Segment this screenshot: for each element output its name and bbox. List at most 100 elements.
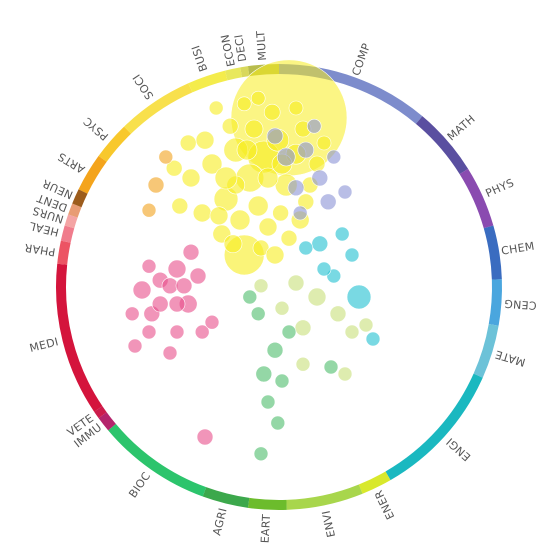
ring-label-eart: EART (259, 514, 274, 544)
bubble-soc (214, 166, 238, 190)
bubble-cyan (334, 226, 350, 242)
bubble-blue (292, 205, 308, 221)
ring-segment-engi (385, 373, 483, 481)
bubble-soc (192, 203, 212, 223)
bubble-blue (297, 141, 315, 159)
ring-label-mult: MULT (254, 30, 269, 61)
bubble-soc (179, 134, 197, 152)
bubble-green (274, 373, 290, 389)
ring-label-envi: ENVI (320, 509, 338, 538)
bubble-pink (168, 295, 186, 313)
bubble-points (124, 59, 381, 462)
bubble-orange (147, 176, 165, 194)
bubble-pink (196, 428, 214, 446)
ring-segment-neur (72, 189, 88, 208)
ring-segment-phys (459, 168, 494, 229)
bubble-lgreen (295, 356, 311, 372)
bubble-soc (201, 153, 223, 175)
bubble-green (250, 306, 266, 322)
ring-segment-envi (286, 484, 363, 510)
ring-segment-dent (68, 203, 82, 218)
bubble-pink (175, 277, 193, 295)
bubble-soc (308, 155, 326, 173)
bubble-green (270, 415, 286, 431)
bubble-blue (319, 193, 337, 211)
ring-segment-econ (225, 67, 243, 81)
bubble-lgreen (287, 274, 305, 292)
ring-segment-heal (60, 225, 75, 243)
ring-segment-agri (202, 487, 250, 508)
bubble-green (281, 324, 297, 340)
bubble-soc (263, 103, 281, 121)
ring-segment-math (415, 116, 469, 175)
bubble-pink (182, 243, 200, 261)
ring-label-psyc: PSYC (81, 114, 111, 143)
bubble-soc (209, 206, 229, 226)
bubble-pink (124, 306, 140, 322)
bubble-blue (287, 179, 305, 197)
bubble-green (253, 446, 269, 462)
bubble-soc (195, 130, 215, 150)
ring-segment-immu (98, 412, 116, 431)
bubble-blue (276, 147, 296, 167)
ring-label-mate: MATE (494, 347, 527, 369)
ring-label-comp: COMP (349, 41, 373, 77)
ring-segment-vete (94, 406, 107, 419)
bubble-pink (132, 280, 152, 300)
bubble-green (242, 289, 258, 305)
bubble-soc (229, 209, 251, 231)
ring-label-deci: DECI (232, 33, 249, 62)
bubble-cyan (346, 284, 372, 310)
bubble-soc (221, 117, 239, 135)
bubble-cyan (344, 247, 360, 263)
bubble-pink (141, 258, 157, 274)
bubble-pink (151, 295, 169, 313)
bubble-lgreen (329, 305, 347, 323)
bubble-soc (257, 167, 279, 189)
ring-segment-bioc (108, 423, 207, 497)
category-ring (56, 64, 502, 510)
bubble-pink (162, 345, 178, 361)
bubble-lgreen (274, 300, 290, 316)
bubble-soc (171, 197, 189, 215)
bubble-soc (250, 90, 266, 106)
bubble-blue (311, 169, 329, 187)
bubble-blue (266, 127, 284, 145)
bubble-soc (258, 217, 278, 237)
bubble-pink (169, 324, 185, 340)
bubble-soc (236, 139, 258, 161)
ring-segment-eart (247, 497, 287, 510)
bubble-blue (306, 118, 322, 134)
bubble-soc (280, 229, 298, 247)
bubble-pink (194, 324, 210, 340)
ring-segment-chem (483, 225, 502, 280)
bubble-orange (141, 202, 157, 218)
ring-label-ceng: CENG (504, 297, 537, 312)
ring-segment-psyc (98, 126, 132, 162)
ring-label-busi: BUSI (189, 43, 210, 73)
bubble-lgreen (358, 317, 374, 333)
bubble-soc (265, 245, 285, 265)
bubble-soc (236, 96, 252, 112)
bubble-blue (337, 184, 353, 200)
ring-label-bioc: BIOC (126, 470, 153, 501)
bubble-cyan (365, 331, 381, 347)
ring-segment-ceng (488, 279, 502, 326)
ring-segment-soci (124, 83, 193, 134)
ring-label-agri: AGRI (210, 507, 229, 537)
bubble-pink (127, 338, 143, 354)
ring-segment-ener (358, 471, 391, 494)
bubble-lgreen (294, 319, 312, 337)
ring-segment-medi (56, 263, 103, 412)
bubble-soc (288, 100, 304, 116)
ring-label-ener: ENER (372, 488, 397, 522)
ring-label-phys: PHYS (484, 176, 517, 200)
ring-label-medi: MEDI (28, 335, 60, 355)
ring-label-soci: SOCI (130, 72, 156, 102)
bubble-soc (223, 234, 243, 254)
bubble-lgreen (337, 366, 353, 382)
ring-label-phar: PHAR (23, 241, 56, 259)
bubble-lgreen (307, 287, 327, 307)
bubble-cyan (298, 240, 314, 256)
